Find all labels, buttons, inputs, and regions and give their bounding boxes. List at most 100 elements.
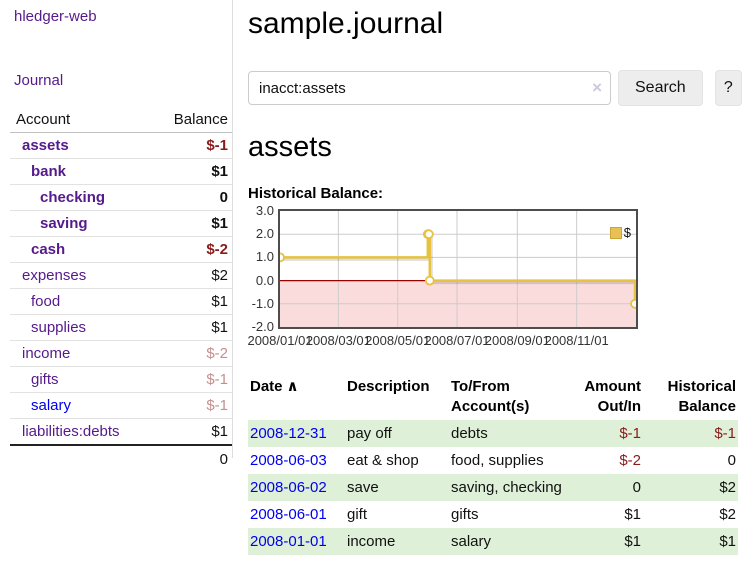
account-link[interactable]: assets <box>22 137 69 154</box>
account-balance: $-2 <box>206 345 228 362</box>
account-balance: $-2 <box>206 241 228 258</box>
register-description-cell: save <box>347 479 379 496</box>
x-axis-tick-label: 2008/05/01 <box>365 333 431 348</box>
x-axis-tick-label: 2008/07/01 <box>424 333 490 348</box>
sidebar: hledger-web Journal Account Balance asse… <box>0 0 233 468</box>
account-balance: $-1 <box>206 397 228 414</box>
account-row: assets $-1 <box>10 133 232 158</box>
y-axis-tick-label: 0.0 <box>255 272 274 288</box>
column-header-accounts: To/From Account(s) <box>449 375 567 420</box>
register-date-cell: 2008-06-02 <box>248 474 345 501</box>
column-header-balance-label: Historical <box>667 378 736 395</box>
column-header-description-label: Description <box>347 378 430 395</box>
account-balance: $1 <box>211 163 228 180</box>
account-link[interactable]: checking <box>40 189 106 206</box>
account-balance: 0 <box>219 189 228 206</box>
column-header-date-label: Date <box>250 378 283 395</box>
accounts-table-header: Account Balance <box>10 108 232 133</box>
register-table: Date ∧ Description To/From Account(s) Amount O… <box>248 375 738 555</box>
account-row: saving $1 <box>10 210 232 236</box>
x-axis-tick-label: 2008/11/01 <box>544 333 609 348</box>
help-button[interactable]: ? <box>714 70 742 106</box>
register-balance-cell: 0 <box>727 452 736 469</box>
account-row: supplies $1 <box>10 314 232 340</box>
column-header-amount: Amount Out/In <box>567 375 643 420</box>
register-date-cell: 2008-01-01 <box>248 528 345 555</box>
account-row: food $1 <box>10 288 232 314</box>
account-link[interactable]: bank <box>31 163 67 180</box>
register-date-cell: 2008-12-31 <box>248 420 345 447</box>
register-date-link[interactable]: 2008-06-03 <box>250 452 327 469</box>
column-header-amount-label: Amount <box>584 378 641 395</box>
account-balance: $1 <box>211 423 228 440</box>
page-title: sample.journal <box>248 7 444 40</box>
account-link[interactable]: income <box>22 345 71 362</box>
register-amount-cell: $-1 <box>619 425 641 442</box>
chart-title: Historical Balance: <box>248 185 384 202</box>
account-link[interactable]: saving <box>40 215 88 232</box>
y-axis-tick-label: 3.0 <box>255 203 274 218</box>
account-link[interactable]: supplies <box>31 319 87 336</box>
account-link[interactable]: expenses <box>22 267 87 284</box>
historical-balance-chart: $ 3.0 2.0 1.0 0.0 -1.0 -2.0 2008/01/01 2008/03/… <box>247 204 640 351</box>
x-axis-tick-label: 2008/03/01 <box>305 333 371 348</box>
column-header-balance-label: Balance <box>678 398 736 415</box>
account-balance: $1 <box>211 319 228 336</box>
register-amount-cell: $-2 <box>619 452 641 469</box>
search-form: × Search ? <box>248 70 742 106</box>
accounts-total-row: 0 <box>10 444 232 472</box>
register-amount-cell: 0 <box>632 479 641 496</box>
register-accounts-cell: gifts <box>451 506 479 523</box>
y-axis-tick-label: -1.0 <box>251 295 274 311</box>
account-link[interactable]: salary <box>31 397 72 414</box>
chart-legend: $ <box>609 225 631 240</box>
account-row: income $-2 <box>10 340 232 366</box>
register-row: 2008-01-01 income salary $1 $1 <box>248 528 738 555</box>
account-link[interactable]: gifts <box>31 371 59 388</box>
chart-plot-area <box>275 209 640 329</box>
column-header-accounts-label: To/From <box>451 378 510 395</box>
account-balance: $1 <box>211 293 228 310</box>
clear-search-icon[interactable]: × <box>592 78 602 97</box>
account-link[interactable]: cash <box>31 241 66 258</box>
account-row: bank $1 <box>10 158 232 184</box>
register-accounts-cell: salary <box>451 533 492 550</box>
y-axis-tick-label: 1.0 <box>255 249 274 265</box>
y-axis-tick-label: 2.0 <box>255 226 274 242</box>
account-row: expenses $2 <box>10 262 232 288</box>
sidebar-item-journal[interactable]: Journal <box>14 72 64 89</box>
register-balance-cell: $2 <box>719 506 736 523</box>
account-balance: $-1 <box>206 137 228 154</box>
account-balance: $-1 <box>206 371 228 388</box>
account-link[interactable]: food <box>31 293 61 310</box>
balance-column-header: Balance <box>173 111 228 128</box>
register-date-cell: 2008-06-01 <box>248 501 345 528</box>
register-description-cell: income <box>347 533 396 550</box>
column-header-amount-label: Out/In <box>597 398 641 415</box>
account-link[interactable]: liabilities:debts <box>22 423 120 440</box>
accounts-total-value: 0 <box>219 451 228 468</box>
account-row: liabilities:debts $1 <box>10 418 232 444</box>
search-input[interactable] <box>248 71 611 105</box>
sort-ascending-icon: ∧ <box>286 378 299 395</box>
x-axis-tick-label: 2008/01/01 <box>247 333 313 348</box>
account-row: salary $-1 <box>10 392 232 418</box>
register-date-link[interactable]: 2008-06-02 <box>250 479 327 496</box>
account-row: cash $-2 <box>10 236 232 262</box>
account-balance: $2 <box>211 267 228 284</box>
column-header-date[interactable]: Date ∧ <box>248 375 345 420</box>
search-button[interactable]: Search <box>618 70 703 106</box>
register-row: 2008-06-02 save saving, checking 0 $2 <box>248 474 738 501</box>
account-column-header: Account <box>16 111 71 128</box>
app-title-link[interactable]: hledger-web <box>14 8 97 25</box>
register-accounts-cell: debts <box>451 425 488 442</box>
register-date-link[interactable]: 2008-01-01 <box>250 533 327 550</box>
register-date-link[interactable]: 2008-06-01 <box>250 506 327 523</box>
register-balance-cell: $-1 <box>714 425 736 442</box>
register-description-cell: gift <box>347 506 368 523</box>
register-date-link[interactable]: 2008-12-31 <box>250 425 327 442</box>
register-description-cell: pay off <box>347 425 392 442</box>
register-row: 2008-12-31 pay off debts $-1 $-1 <box>248 420 738 447</box>
account-row: checking 0 <box>10 184 232 210</box>
y-axis-tick-label: -2.0 <box>251 319 274 334</box>
